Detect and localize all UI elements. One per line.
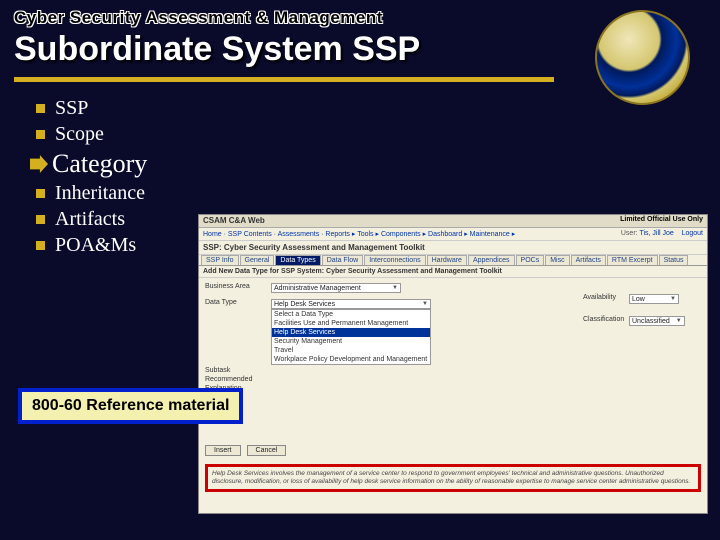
availability-value: Low <box>632 296 645 303</box>
tab-pocs[interactable]: POCs <box>516 255 545 265</box>
bullet-icon <box>36 189 45 198</box>
bullet-label: SSP <box>55 97 88 120</box>
tab-appendices[interactable]: Appendices <box>468 255 515 265</box>
business-area-select[interactable]: Administrative Management ▼ <box>271 283 401 293</box>
data-type-selected: Help Desk Services <box>274 301 335 308</box>
page-subtitle: Cyber Security Assessment & Management <box>14 8 706 28</box>
form-instruction: Add New Data Type for SSP System: Cyber … <box>199 266 707 278</box>
list-item[interactable]: Select a Data Type <box>272 310 430 319</box>
bullet-icon <box>36 104 45 113</box>
tab-dataflow[interactable]: Data Flow <box>322 255 364 265</box>
data-type-label: Data Type <box>205 299 271 306</box>
bullet-icon <box>36 215 45 224</box>
right-column: Availability Low ▼ Classification Unclas… <box>583 291 693 329</box>
list-item-selected[interactable]: Help Desk Services <box>272 328 430 337</box>
cancel-button[interactable]: Cancel <box>247 445 287 456</box>
subtask-label: Subtask <box>205 367 271 374</box>
business-area-label: Business Area <box>205 283 271 290</box>
user-name: Tis, Jill Joe <box>639 230 673 237</box>
arrow-icon <box>30 155 48 173</box>
chevron-down-icon: ▼ <box>392 285 398 291</box>
tab-artifacts[interactable]: Artifacts <box>571 255 606 265</box>
classification-label: Classification <box>583 316 629 323</box>
bullet-label: Artifacts <box>55 208 125 231</box>
reference-callout: 800-60 Reference material <box>18 388 243 424</box>
classification-select[interactable]: Unclassified ▼ <box>629 316 685 326</box>
doj-seal-icon <box>595 10 690 105</box>
list-item[interactable]: Workplace Policy Development and Managem… <box>272 355 430 364</box>
business-area-value: Administrative Management <box>274 285 361 292</box>
bullet-icon <box>36 130 45 139</box>
list-item[interactable]: Security Management <box>272 337 430 346</box>
list-item[interactable]: Facilities Use and Permanent Management <box>272 319 430 328</box>
list-item[interactable]: Travel <box>272 346 430 355</box>
tab-rtm[interactable]: RTM Excerpt <box>607 255 658 265</box>
bullet-label: Scope <box>55 123 104 146</box>
tab-status[interactable]: Status <box>659 255 689 265</box>
bullet-label: POA&Ms <box>55 234 136 257</box>
availability-select[interactable]: Low ▼ <box>629 294 679 304</box>
tab-sspinfo[interactable]: SSP Info <box>201 255 239 265</box>
chevron-down-icon: ▼ <box>670 296 676 302</box>
bullet-item-highlighted: Category <box>36 149 720 179</box>
ssp-title: SSP: Cyber Security Assessment and Manag… <box>199 241 707 255</box>
tab-misc[interactable]: Misc <box>545 255 569 265</box>
user-label: User: <box>621 230 638 237</box>
app-name: CSAM C&A Web <box>203 216 265 226</box>
tab-general[interactable]: General <box>240 255 275 265</box>
data-type-select[interactable]: Help Desk Services ▼ <box>271 299 431 309</box>
window-titlebar: CSAM C&A Web Limited Official Use Only <box>199 215 707 228</box>
bullet-item: Inheritance <box>36 182 720 205</box>
bullet-icon <box>36 241 45 250</box>
breadcrumb-path[interactable]: Home · SSP Contents · Assessments · Repo… <box>203 230 515 238</box>
data-type-listbox[interactable]: Select a Data Type Facilities Use and Pe… <box>271 309 431 365</box>
bullet-item: Scope <box>36 123 720 146</box>
app-screenshot: CSAM C&A Web Limited Official Use Only H… <box>198 214 708 514</box>
logout-link[interactable]: Logout <box>682 230 703 237</box>
tab-bar: SSP Info General Data Types Data Flow In… <box>199 255 707 266</box>
chevron-down-icon: ▼ <box>676 318 682 324</box>
tab-hardware[interactable]: Hardware <box>427 255 467 265</box>
chevron-down-icon: ▼ <box>422 301 428 307</box>
bullet-label: Category <box>52 149 147 179</box>
insert-button[interactable]: Insert <box>205 445 241 456</box>
classification-banner: Limited Official Use Only <box>620 216 703 226</box>
tab-datatypes[interactable]: Data Types <box>275 255 320 265</box>
tab-interconnections[interactable]: Interconnections <box>364 255 425 265</box>
breadcrumb: Home · SSP Contents · Assessments · Repo… <box>199 228 707 241</box>
bullet-label: Inheritance <box>55 182 145 205</box>
recommended-label: Recommended <box>205 376 271 383</box>
bullet-item: SSP <box>36 97 720 120</box>
classification-value: Unclassified <box>632 318 670 325</box>
availability-label: Availability <box>583 294 629 301</box>
description-highlight-box: Help Desk Services involves the manageme… <box>205 464 701 492</box>
